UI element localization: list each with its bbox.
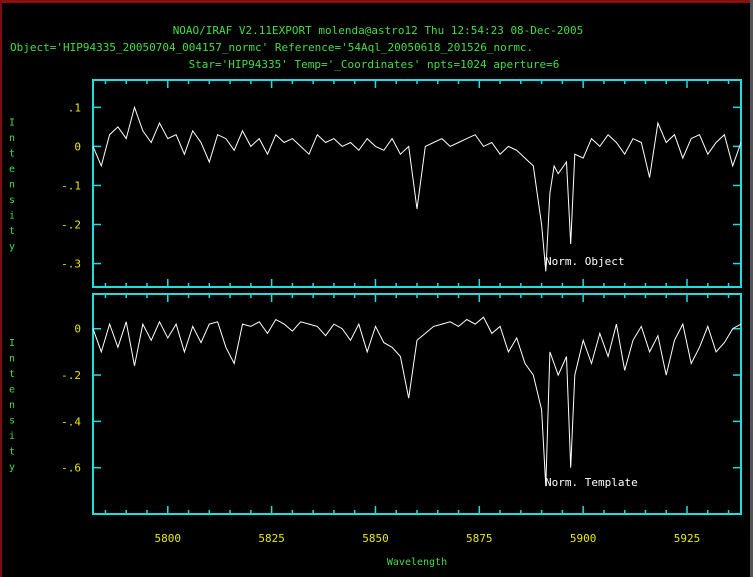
- window-left-border: [0, 0, 2, 577]
- y-axis-label-letter: y: [9, 242, 15, 253]
- x-tick-label: 5825: [258, 532, 285, 545]
- y-tick-label: -.2: [61, 219, 81, 232]
- header-line-1: NOAO/IRAF V2.11EXPORT molenda@astro12 Th…: [173, 24, 584, 37]
- header-line-3: Star='HIP94335' Temp='_Coordinates' npts…: [189, 58, 560, 71]
- y-axis-label-letter: n: [9, 180, 15, 191]
- y-axis-label-letter: n: [9, 133, 15, 144]
- y-axis-label-letter: I: [9, 338, 15, 349]
- y-tick-label: -.3: [61, 258, 81, 271]
- x-tick-label: 5900: [570, 532, 597, 545]
- x-tick-label: 5800: [155, 532, 182, 545]
- spectrum-line-top: [92, 105, 742, 272]
- y-axis-label-letter: t: [9, 226, 15, 237]
- y-axis-label-letter: y: [9, 462, 15, 473]
- y-tick-label: 0: [74, 323, 81, 336]
- series-label-top: Norm. Object: [545, 255, 624, 268]
- y-axis-label-letter: n: [9, 354, 15, 365]
- x-tick-label: 5925: [674, 532, 701, 545]
- y-tick-label: -.6: [61, 462, 81, 475]
- y-tick-label: -.4: [61, 415, 81, 428]
- window-scrollbar[interactable]: [750, 0, 753, 577]
- y-axis-label-letter: I: [9, 118, 15, 129]
- y-axis-label-letter: i: [9, 211, 15, 222]
- window-top-border: [0, 0, 753, 3]
- y-axis-label-letter: s: [9, 195, 15, 206]
- y-axis-label-letter: i: [9, 431, 15, 442]
- y-tick-label: .1: [68, 101, 81, 114]
- y-tick-label: -.2: [61, 369, 81, 382]
- x-tick-label: 5875: [466, 532, 493, 545]
- y-axis-label-letter: t: [9, 369, 15, 380]
- y-tick-label: 0: [74, 140, 81, 153]
- spectrum-line-bottom: [92, 316, 742, 487]
- y-axis-label-letter: n: [9, 400, 15, 411]
- x-tick-label: 5850: [362, 532, 389, 545]
- x-axis-label: Wavelength: [387, 557, 447, 568]
- y-tick-label: -.1: [61, 179, 81, 192]
- y-axis-label-letter: t: [9, 149, 15, 160]
- header-line-2: Object='HIP94335_20050704_004157_normc' …: [10, 41, 533, 54]
- y-axis-label-letter: e: [9, 385, 15, 396]
- y-axis-label-letter: e: [9, 164, 15, 175]
- plot-frame-bottom: [92, 293, 742, 515]
- y-axis-label-letter: t: [9, 447, 15, 458]
- series-label-bottom: Norm. Template: [545, 476, 638, 489]
- y-axis-label-letter: s: [9, 416, 15, 427]
- plot-frame-top: [92, 79, 742, 288]
